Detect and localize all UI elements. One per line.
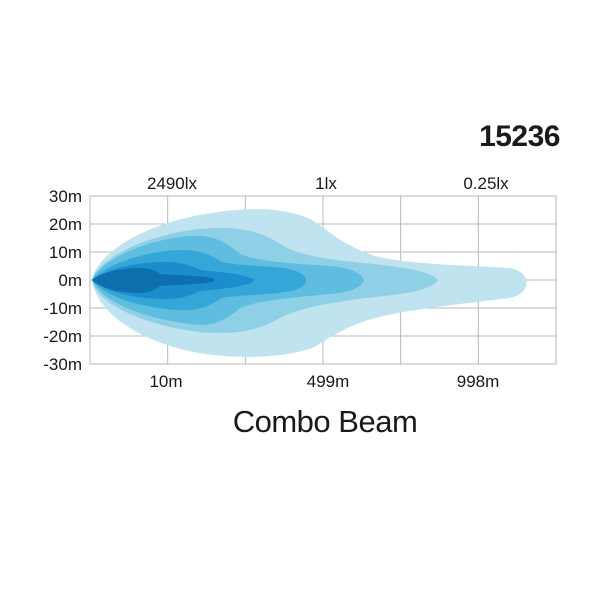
y-tick-label: 20m [49,215,82,234]
bottom-distance-labels: 10m 499m 998m [149,372,499,391]
lux-label: 0.25lx [463,174,509,193]
model-number: 15236 [479,120,560,153]
y-tick-label: 10m [49,243,82,262]
y-tick-label: 30m [49,187,82,206]
top-lux-labels: 2490lx 1lx 0.25lx [147,174,509,193]
lux-label: 1lx [315,174,337,193]
distance-label: 10m [149,372,182,391]
distance-label: 499m [307,372,350,391]
lux-label: 2490lx [147,174,198,193]
y-tick-label: 0m [58,271,82,290]
y-tick-label: -10m [43,299,82,318]
y-tick-label: -20m [43,327,82,346]
y-axis: 30m 20m 10m 0m -10m -20m -30m [43,187,82,374]
distance-label: 998m [457,372,500,391]
chart-caption: Combo Beam [232,404,418,439]
isolux-contours [92,209,527,357]
y-tick-label: -30m [43,355,82,374]
isolux-contour-6 [92,268,215,293]
